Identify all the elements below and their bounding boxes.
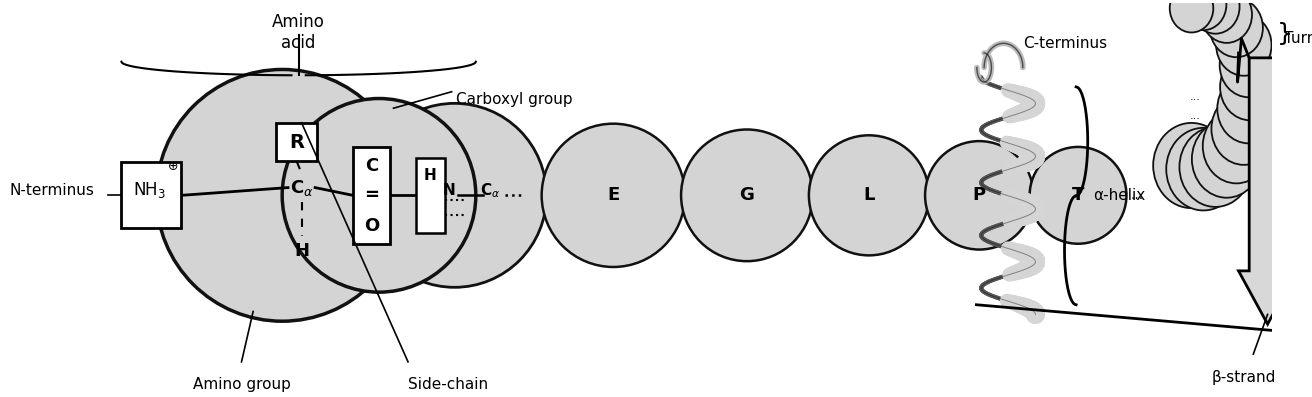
Ellipse shape: [1170, 0, 1214, 33]
Text: O: O: [363, 217, 379, 235]
Text: G: G: [740, 186, 754, 204]
Ellipse shape: [1203, 109, 1270, 183]
Ellipse shape: [1166, 128, 1241, 210]
Text: Side-chain: Side-chain: [408, 378, 488, 392]
Text: N-terminus: N-terminus: [9, 183, 94, 198]
Text: }: }: [1278, 22, 1294, 46]
FancyBboxPatch shape: [416, 158, 445, 233]
Ellipse shape: [1191, 0, 1240, 34]
Text: Turn: Turn: [1284, 31, 1312, 46]
Text: R: R: [289, 133, 304, 152]
Ellipse shape: [1191, 120, 1261, 198]
Ellipse shape: [1220, 33, 1278, 97]
Text: ...: ...: [1190, 111, 1200, 121]
Text: =: =: [363, 186, 379, 204]
Text: E: E: [607, 186, 619, 204]
Ellipse shape: [282, 98, 476, 292]
Text: β-strand: β-strand: [1211, 370, 1275, 385]
Text: α-helix: α-helix: [1093, 188, 1145, 203]
Ellipse shape: [1210, 0, 1263, 57]
Text: H: H: [424, 168, 437, 183]
Text: $\oplus$: $\oplus$: [167, 160, 178, 173]
Text: ...: ...: [1190, 92, 1200, 102]
Text: Amino
acid: Amino acid: [272, 13, 325, 52]
Text: C-terminus: C-terminus: [1023, 36, 1107, 51]
Text: Carboxyl group: Carboxyl group: [457, 92, 573, 107]
Ellipse shape: [156, 69, 408, 321]
Text: N: N: [442, 183, 455, 198]
Ellipse shape: [810, 135, 929, 255]
Ellipse shape: [925, 141, 1034, 250]
Ellipse shape: [362, 103, 547, 287]
FancyBboxPatch shape: [277, 123, 318, 162]
Ellipse shape: [1030, 147, 1127, 244]
Ellipse shape: [1179, 127, 1252, 207]
Text: C$_\alpha$: C$_\alpha$: [290, 177, 314, 198]
Text: Amino group: Amino group: [193, 378, 290, 392]
Ellipse shape: [1153, 123, 1229, 208]
Ellipse shape: [1202, 0, 1252, 43]
Text: C$_\alpha$: C$_\alpha$: [480, 181, 500, 200]
Text: P: P: [972, 186, 985, 204]
Text: ...: ...: [1131, 188, 1144, 202]
Ellipse shape: [1181, 0, 1227, 30]
Ellipse shape: [1218, 74, 1279, 143]
FancyBboxPatch shape: [122, 162, 181, 228]
Text: L: L: [863, 186, 875, 204]
Text: C: C: [365, 157, 378, 175]
Ellipse shape: [1216, 14, 1271, 76]
Text: NH$_3$: NH$_3$: [133, 179, 167, 200]
Text: H: H: [294, 241, 310, 260]
Ellipse shape: [1211, 93, 1277, 165]
Ellipse shape: [1220, 54, 1281, 120]
FancyArrow shape: [1239, 58, 1296, 324]
FancyBboxPatch shape: [353, 147, 390, 244]
Ellipse shape: [542, 124, 685, 267]
Text: T: T: [1072, 186, 1084, 204]
Ellipse shape: [681, 129, 812, 261]
